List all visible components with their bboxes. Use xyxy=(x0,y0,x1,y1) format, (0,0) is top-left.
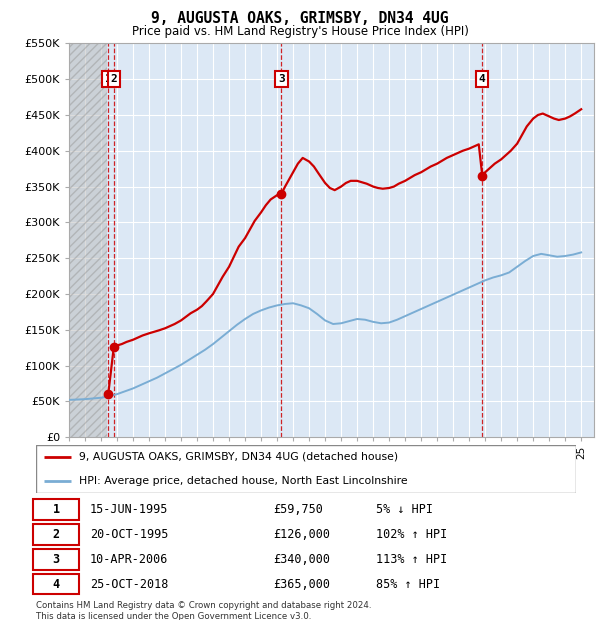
Text: £340,000: £340,000 xyxy=(274,553,331,565)
Text: 113% ↑ HPI: 113% ↑ HPI xyxy=(376,553,448,565)
FancyBboxPatch shape xyxy=(34,574,79,595)
Text: 3: 3 xyxy=(53,553,60,565)
Text: Contains HM Land Registry data © Crown copyright and database right 2024.
This d: Contains HM Land Registry data © Crown c… xyxy=(36,601,371,620)
Text: HPI: Average price, detached house, North East Lincolnshire: HPI: Average price, detached house, Nort… xyxy=(79,476,408,486)
Text: 2: 2 xyxy=(53,528,60,541)
Text: £126,000: £126,000 xyxy=(274,528,331,541)
Text: 102% ↑ HPI: 102% ↑ HPI xyxy=(376,528,448,541)
FancyBboxPatch shape xyxy=(34,499,79,520)
Text: 4: 4 xyxy=(53,578,60,590)
Text: 85% ↑ HPI: 85% ↑ HPI xyxy=(376,578,440,590)
Text: 10-APR-2006: 10-APR-2006 xyxy=(90,553,169,565)
Text: Price paid vs. HM Land Registry's House Price Index (HPI): Price paid vs. HM Land Registry's House … xyxy=(131,25,469,38)
Text: 2: 2 xyxy=(110,74,117,84)
Bar xyxy=(69,43,107,437)
Text: 15-JUN-1995: 15-JUN-1995 xyxy=(90,503,169,516)
Text: 25-OCT-2018: 25-OCT-2018 xyxy=(90,578,169,590)
Text: 1: 1 xyxy=(105,74,112,84)
FancyBboxPatch shape xyxy=(34,524,79,545)
Text: 4: 4 xyxy=(479,74,485,84)
Text: 9, AUGUSTA OAKS, GRIMSBY, DN34 4UG (detached house): 9, AUGUSTA OAKS, GRIMSBY, DN34 4UG (deta… xyxy=(79,451,398,462)
Text: 9, AUGUSTA OAKS, GRIMSBY, DN34 4UG: 9, AUGUSTA OAKS, GRIMSBY, DN34 4UG xyxy=(151,11,449,26)
Text: £365,000: £365,000 xyxy=(274,578,331,590)
Text: 5% ↓ HPI: 5% ↓ HPI xyxy=(376,503,433,516)
Text: 20-OCT-1995: 20-OCT-1995 xyxy=(90,528,169,541)
Text: 1: 1 xyxy=(53,503,60,516)
Text: £59,750: £59,750 xyxy=(274,503,323,516)
Text: 3: 3 xyxy=(278,74,285,84)
FancyBboxPatch shape xyxy=(34,549,79,570)
